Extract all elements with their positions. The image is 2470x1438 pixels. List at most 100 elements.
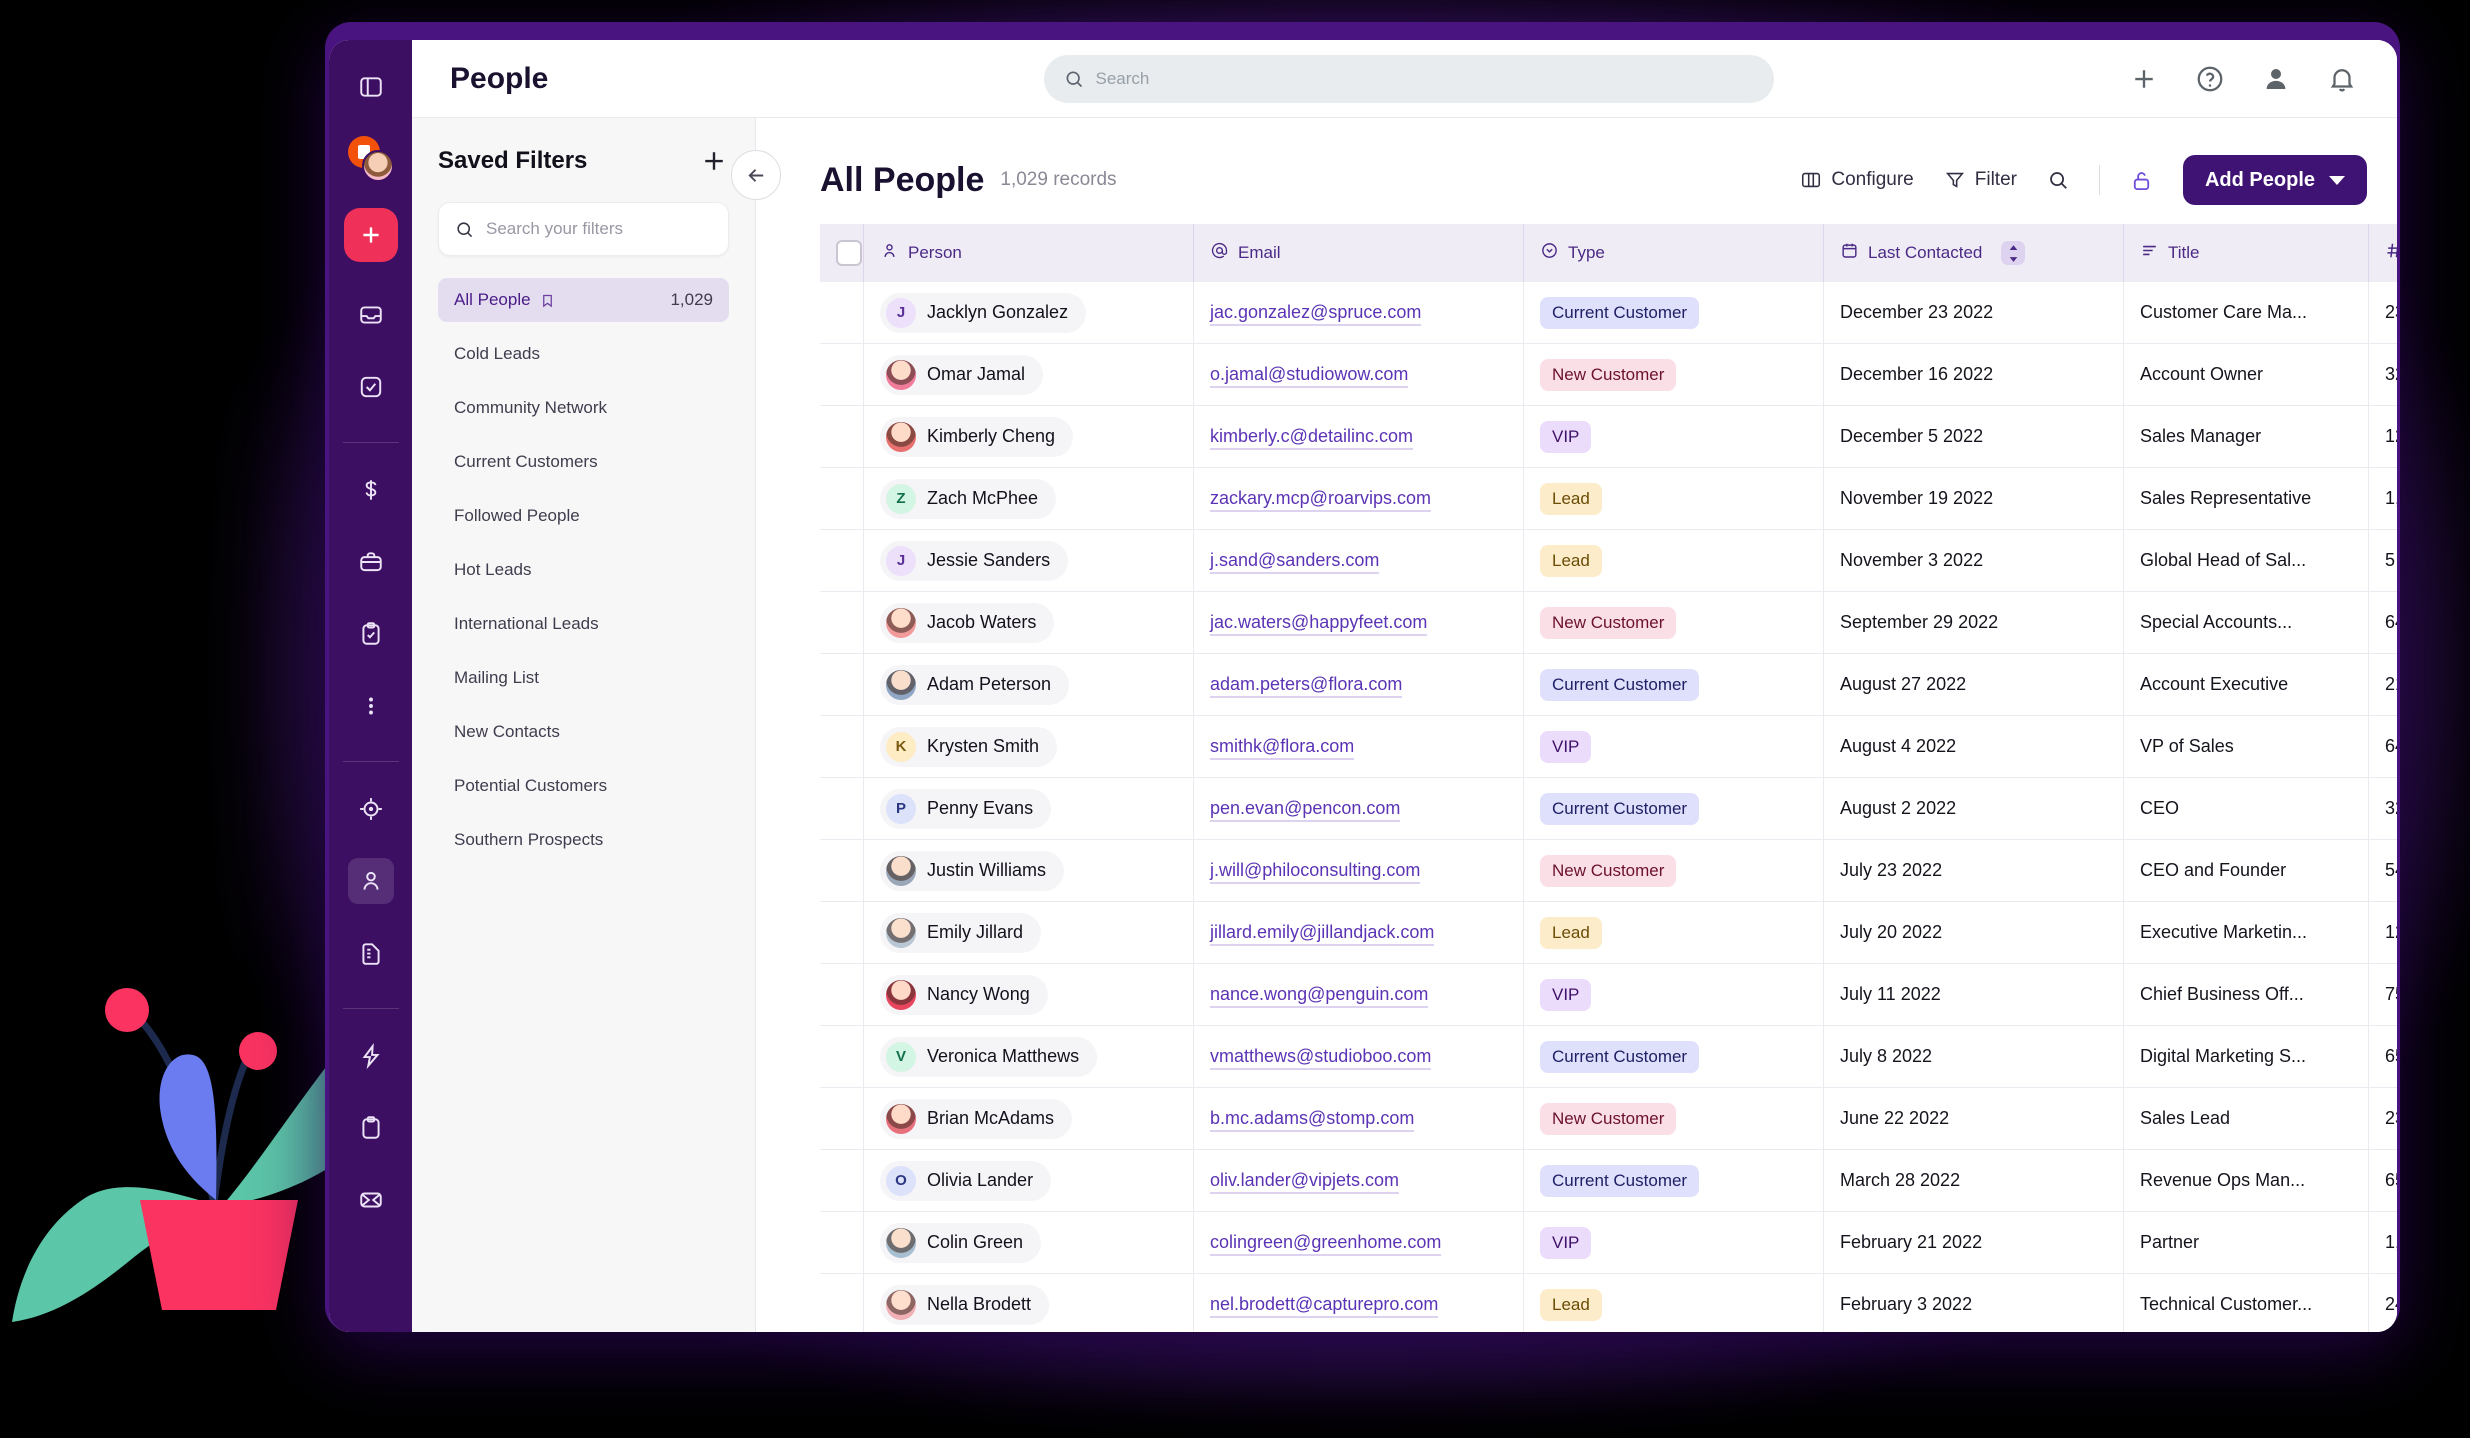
person-chip[interactable]: Kimberly Cheng xyxy=(880,416,1074,457)
saved-filter-item[interactable]: New Contacts xyxy=(438,710,729,754)
cell-person[interactable]: V Veronica Matthews xyxy=(864,1026,1194,1088)
table-row[interactable]: Brian McAdams b.mc.adams@stomp.com New Cus… xyxy=(820,1088,2397,1150)
email-link[interactable]: b.mc.adams@stomp.com xyxy=(1210,1108,1415,1132)
person-chip[interactable]: Justin Williams xyxy=(880,850,1065,891)
table-row[interactable]: Nella Brodett nel.brodett@capturepro.com L… xyxy=(820,1274,2397,1332)
row-checkbox-cell[interactable] xyxy=(820,1150,864,1212)
cell-title[interactable]: Chief Business Off... xyxy=(2124,964,2369,1026)
filter-search-input[interactable] xyxy=(438,202,729,256)
cell-email[interactable]: pen.evan@pencon.com xyxy=(1194,778,1524,840)
cell-email[interactable]: nance.wong@penguin.com xyxy=(1194,964,1524,1026)
cell-email[interactable]: jac.waters@happyfeet.com xyxy=(1194,592,1524,654)
cell-email[interactable]: zackary.mcp@roarvips.com xyxy=(1194,468,1524,530)
cell-last-contacted[interactable]: July 20 2022 xyxy=(1824,902,2124,964)
cell-email[interactable]: j.sand@sanders.com xyxy=(1194,530,1524,592)
cell-interaction[interactable]: 23 xyxy=(2369,1088,2397,1150)
row-checkbox-cell[interactable] xyxy=(820,1212,864,1274)
person-chip[interactable]: Adam Peterson xyxy=(880,664,1070,705)
global-search-field[interactable] xyxy=(1095,68,1754,89)
table-row[interactable]: Kimberly Cheng kimberly.c@detailinc.com VI… xyxy=(820,406,2397,468)
plus-icon[interactable] xyxy=(2129,64,2159,94)
cell-title[interactable]: Technical Customer... xyxy=(2124,1274,2369,1332)
cell-title[interactable]: Digital Marketing S... xyxy=(2124,1026,2369,1088)
cell-type[interactable]: New Customer xyxy=(1524,592,1824,654)
cell-last-contacted[interactable]: August 2 2022 xyxy=(1824,778,2124,840)
saved-filter-item[interactable]: Current Customers xyxy=(438,440,729,484)
person-chip[interactable]: J Jacklyn Gonzalez xyxy=(880,292,1087,333)
person-chip[interactable]: Omar Jamal xyxy=(880,354,1044,395)
person-chip[interactable]: Emily Jillard xyxy=(880,912,1042,953)
records-table-wrap[interactable]: Person Email Type Last Contacted Title Intera… xyxy=(756,224,2397,1332)
row-checkbox-cell[interactable] xyxy=(820,530,864,592)
cell-last-contacted[interactable]: December 16 2022 xyxy=(1824,344,2124,406)
table-row[interactable]: J Jessie Sanders j.sand@sanders.com Lead Nov… xyxy=(820,530,2397,592)
row-checkbox-cell[interactable] xyxy=(820,716,864,778)
cell-interaction[interactable]: 653 xyxy=(2369,1150,2397,1212)
cell-interaction[interactable]: 65 xyxy=(2369,1026,2397,1088)
cell-email[interactable]: vmatthews@studioboo.com xyxy=(1194,1026,1524,1088)
cell-last-contacted[interactable]: September 29 2022 xyxy=(1824,592,2124,654)
user-icon[interactable] xyxy=(2261,64,2291,94)
table-row[interactable]: J Jacklyn Gonzalez jac.gonzalez@spruce.com… xyxy=(820,282,2397,344)
cell-email[interactable]: smithk@flora.com xyxy=(1194,716,1524,778)
email-link[interactable]: nel.brodett@capturepro.com xyxy=(1210,1294,1439,1318)
table-row[interactable]: Omar Jamal o.jamal@studiowow.com New Custo… xyxy=(820,344,2397,406)
email-link[interactable]: kimberly.c@detailinc.com xyxy=(1210,426,1413,450)
filter-search-field[interactable] xyxy=(486,219,712,239)
cell-type[interactable]: VIP xyxy=(1524,1212,1824,1274)
cell-email[interactable]: jac.gonzalez@spruce.com xyxy=(1194,282,1524,344)
cell-title[interactable]: CEO xyxy=(2124,778,2369,840)
cell-last-contacted[interactable]: December 5 2022 xyxy=(1824,406,2124,468)
select-all-checkbox[interactable] xyxy=(836,240,862,266)
cell-interaction[interactable]: 12 xyxy=(2369,902,2397,964)
back-button[interactable] xyxy=(731,150,781,200)
cell-last-contacted[interactable]: July 11 2022 xyxy=(1824,964,2124,1026)
cell-interaction[interactable]: 1,242 xyxy=(2369,468,2397,530)
table-row[interactable]: Jacob Waters jac.waters@happyfeet.com New … xyxy=(820,592,2397,654)
row-checkbox-cell[interactable] xyxy=(820,592,864,654)
row-checkbox-cell[interactable] xyxy=(820,1274,864,1332)
column-header-title[interactable]: Title xyxy=(2124,224,2369,282)
cell-title[interactable]: VP of Sales xyxy=(2124,716,2369,778)
email-link[interactable]: colingreen@greenhome.com xyxy=(1210,1232,1442,1256)
person-chip[interactable]: Nella Brodett xyxy=(880,1284,1050,1325)
cell-title[interactable]: CEO and Founder xyxy=(2124,840,2369,902)
cell-last-contacted[interactable]: November 3 2022 xyxy=(1824,530,2124,592)
notes-icon[interactable] xyxy=(348,1105,394,1151)
saved-filter-item[interactable]: All People 1,029 xyxy=(438,278,729,322)
column-header-email[interactable]: Email xyxy=(1194,224,1524,282)
add-icon[interactable] xyxy=(343,208,398,262)
cell-email[interactable]: kimberly.c@detailinc.com xyxy=(1194,406,1524,468)
saved-filter-item[interactable]: Mailing List xyxy=(438,656,729,700)
cell-type[interactable]: Lead xyxy=(1524,468,1824,530)
cell-interaction[interactable]: 5 xyxy=(2369,530,2397,592)
row-checkbox-cell[interactable] xyxy=(820,468,864,530)
cell-email[interactable]: b.mc.adams@stomp.com xyxy=(1194,1088,1524,1150)
cell-person[interactable]: K Krysten Smith xyxy=(864,716,1194,778)
cell-last-contacted[interactable]: February 3 2022 xyxy=(1824,1274,2124,1332)
lock-open-icon[interactable] xyxy=(2130,169,2153,192)
companies-icon[interactable] xyxy=(348,930,394,976)
cell-interaction[interactable]: 234 xyxy=(2369,282,2397,344)
row-checkbox-cell[interactable] xyxy=(820,406,864,468)
person-chip[interactable]: Nancy Wong xyxy=(880,974,1048,1015)
table-row[interactable]: V Veronica Matthews vmatthews@studioboo.co… xyxy=(820,1026,2397,1088)
cell-last-contacted[interactable]: February 21 2022 xyxy=(1824,1212,2124,1274)
automations-icon[interactable] xyxy=(348,1033,394,1079)
email-link[interactable]: jillard.emily@jillandjack.com xyxy=(1210,922,1435,946)
column-header-person[interactable]: Person xyxy=(864,224,1194,282)
email-link[interactable]: j.sand@sanders.com xyxy=(1210,550,1380,574)
add-filter-icon[interactable] xyxy=(699,146,729,176)
email-link[interactable]: pen.evan@pencon.com xyxy=(1210,798,1401,822)
cell-interaction[interactable]: 64 xyxy=(2369,592,2397,654)
cell-interaction[interactable]: 123 xyxy=(2369,406,2397,468)
cell-email[interactable]: adam.peters@flora.com xyxy=(1194,654,1524,716)
cell-type[interactable]: Current Customer xyxy=(1524,1026,1824,1088)
cell-last-contacted[interactable]: June 22 2022 xyxy=(1824,1088,2124,1150)
cell-last-contacted[interactable]: December 23 2022 xyxy=(1824,282,2124,344)
cell-email[interactable]: jillard.emily@jillandjack.com xyxy=(1194,902,1524,964)
cell-person[interactable]: Omar Jamal xyxy=(864,344,1194,406)
cell-type[interactable]: Current Customer xyxy=(1524,654,1824,716)
row-checkbox-cell[interactable] xyxy=(820,1026,864,1088)
cell-interaction[interactable]: 24 xyxy=(2369,1274,2397,1332)
